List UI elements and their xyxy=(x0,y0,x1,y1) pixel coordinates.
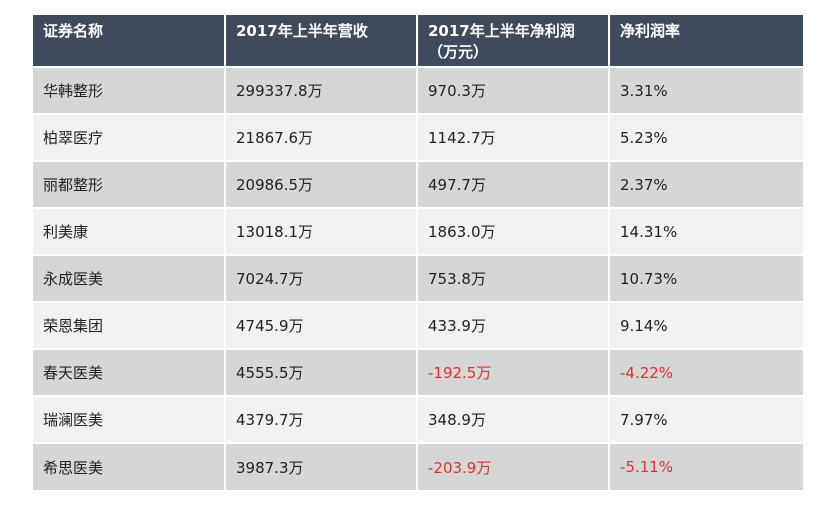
cell-name: 春天医美 xyxy=(33,348,226,396)
cell-revenue: 299337.8万 xyxy=(225,66,418,114)
cell-name: 瑞澜医美 xyxy=(33,395,226,443)
cell-profit: 1142.7万 xyxy=(417,113,610,161)
cell-name: 永成医美 xyxy=(33,254,226,302)
table-header: 证券名称 2017年上半年营收 2017年上半年净利润（万元） 净利润率 xyxy=(33,15,803,67)
cell-name: 利美康 xyxy=(33,207,226,255)
table-row: 希思医美 3987.3万 -203.9万 -5.11% xyxy=(33,442,803,490)
table-row: 丽都整形 20986.5万 497.7万 2.37% xyxy=(33,160,803,208)
cell-name: 荣恩集团 xyxy=(33,301,226,349)
table-row: 瑞澜医美 4379.7万 348.9万 7.97% xyxy=(33,395,803,443)
cell-margin: 10.73% xyxy=(609,254,803,302)
cell-margin: 5.23% xyxy=(609,113,803,161)
table-row: 华韩整形 299337.8万 970.3万 3.31% xyxy=(33,66,803,114)
cell-margin: 9.14% xyxy=(609,301,803,349)
cell-name: 丽都整形 xyxy=(33,160,226,208)
column-header-name: 证券名称 xyxy=(33,15,226,67)
table-body: 华韩整形 299337.8万 970.3万 3.31% 柏翠医疗 21867.6万 1142… xyxy=(33,66,803,490)
column-header-revenue: 2017年上半年营收 xyxy=(225,15,418,67)
cell-revenue: 21867.6万 xyxy=(225,113,418,161)
cell-revenue: 3987.3万 xyxy=(225,442,418,490)
cell-profit: -192.5万 xyxy=(417,348,610,396)
cell-margin: 14.31% xyxy=(609,207,803,255)
table-row: 永成医美 7024.7万 753.8万 10.73% xyxy=(33,254,803,302)
table-row: 柏翠医疗 21867.6万 1142.7万 5.23% xyxy=(33,113,803,161)
cell-margin: -5.11% xyxy=(609,442,803,490)
table-row: 荣恩集团 4745.9万 433.9万 9.14% xyxy=(33,301,803,349)
cell-revenue: 7024.7万 xyxy=(225,254,418,302)
table-row: 春天医美 4555.5万 -192.5万 -4.22% xyxy=(33,348,803,396)
cell-name: 柏翠医疗 xyxy=(33,113,226,161)
cell-profit: 433.9万 xyxy=(417,301,610,349)
cell-profit: 1863.0万 xyxy=(417,207,610,255)
cell-revenue: 4555.5万 xyxy=(225,348,418,396)
cell-margin: 3.31% xyxy=(609,66,803,114)
cell-profit: 970.3万 xyxy=(417,66,610,114)
cell-margin: 7.97% xyxy=(609,395,803,443)
cell-revenue: 13018.1万 xyxy=(225,207,418,255)
financial-table-container: 证券名称 2017年上半年营收 2017年上半年净利润（万元） 净利润率 华韩整… xyxy=(33,15,803,490)
cell-profit: 753.8万 xyxy=(417,254,610,302)
cell-revenue: 20986.5万 xyxy=(225,160,418,208)
column-header-margin: 净利润率 xyxy=(609,15,803,67)
financial-table: 证券名称 2017年上半年营收 2017年上半年净利润（万元） 净利润率 华韩整… xyxy=(33,15,803,490)
column-header-profit: 2017年上半年净利润（万元） xyxy=(417,15,610,67)
cell-revenue: 4379.7万 xyxy=(225,395,418,443)
cell-margin: 2.37% xyxy=(609,160,803,208)
cell-profit: 497.7万 xyxy=(417,160,610,208)
cell-revenue: 4745.9万 xyxy=(225,301,418,349)
cell-name: 华韩整形 xyxy=(33,66,226,114)
cell-profit: 348.9万 xyxy=(417,395,610,443)
cell-margin: -4.22% xyxy=(609,348,803,396)
table-row: 利美康 13018.1万 1863.0万 14.31% xyxy=(33,207,803,255)
cell-profit: -203.9万 xyxy=(417,442,610,490)
cell-name: 希思医美 xyxy=(33,442,226,490)
